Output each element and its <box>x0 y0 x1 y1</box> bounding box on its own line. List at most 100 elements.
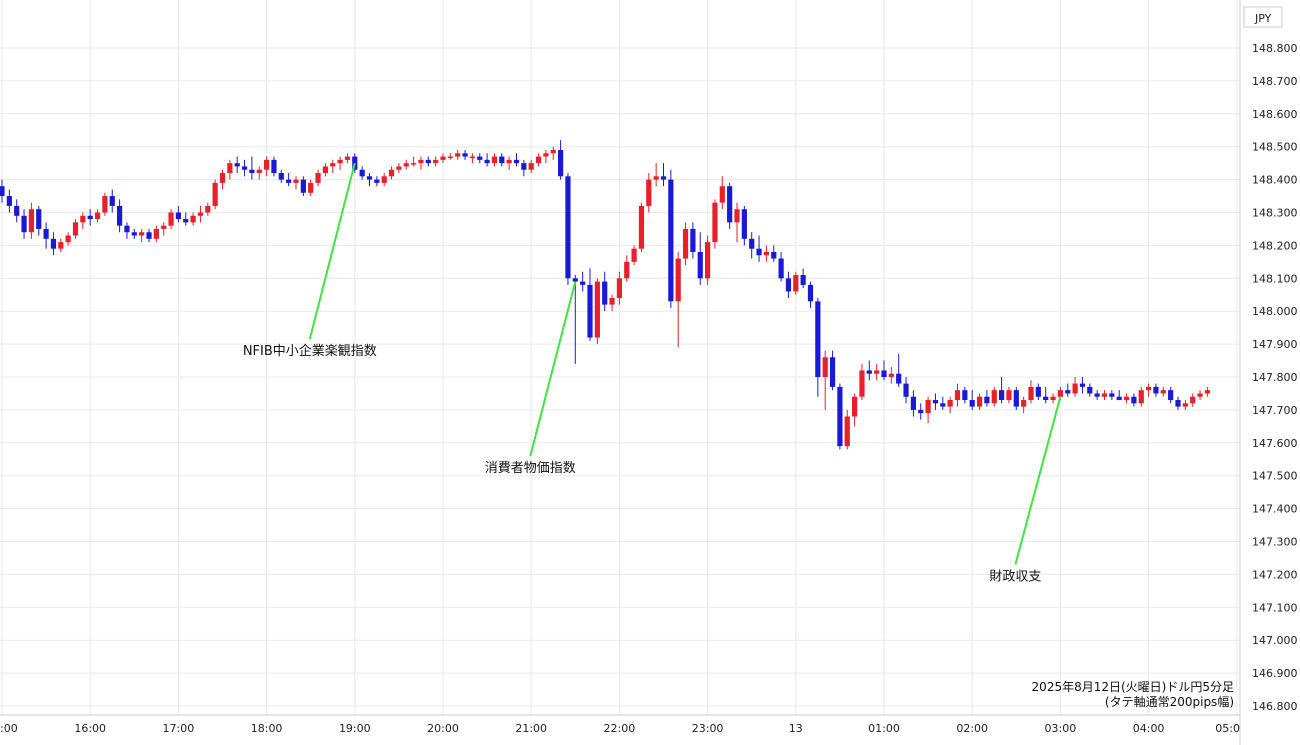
candle-body <box>976 396 983 407</box>
time-tick-labels: :00 16:00 17:00 18:00 19:00 20:00 21:00 22:00 23… <box>0 722 1240 735</box>
time-tick-label: 22:00 <box>604 722 636 735</box>
candle-body <box>638 205 645 249</box>
chart-info: 2025年8月12日(火曜日)ドル円5分足 (タテ軸通常200pips幅) <box>1032 680 1234 709</box>
candle-body <box>256 169 262 174</box>
candle <box>94 209 101 223</box>
candle-body <box>1109 393 1115 397</box>
time-tick-label: 18:00 <box>251 722 283 735</box>
candle-body <box>286 179 292 183</box>
candle <box>1035 383 1041 401</box>
candle-body <box>631 248 637 262</box>
candle-body <box>778 258 784 279</box>
candle-body <box>28 209 34 233</box>
candle-body <box>14 205 20 216</box>
candle <box>315 169 321 187</box>
candle-body <box>322 166 328 174</box>
candle <box>874 363 880 381</box>
candle <box>638 202 645 252</box>
candle-body <box>234 163 240 167</box>
candle-body <box>1028 386 1034 401</box>
candle-body <box>896 373 902 384</box>
price-tick-label: 147.200 <box>1252 568 1298 581</box>
price-tick-labels: 148.800 148.700 148.600 148.500 148.400 148.3… <box>1252 42 1298 713</box>
candle-body <box>881 370 887 377</box>
candle <box>286 173 292 187</box>
candle <box>947 396 953 414</box>
candle-body <box>1138 390 1144 404</box>
candle <box>190 212 196 226</box>
price-tick-label: 147.300 <box>1252 536 1298 549</box>
candle-body <box>337 159 343 164</box>
candle <box>1175 396 1181 410</box>
candle <box>139 228 145 243</box>
time-tick-label: 17:00 <box>163 722 195 735</box>
candle <box>234 156 240 174</box>
candle <box>903 377 909 404</box>
candle-body <box>682 228 689 259</box>
candle-body <box>72 222 79 236</box>
candle <box>227 159 233 180</box>
candle-body <box>910 396 916 410</box>
candle <box>763 245 769 262</box>
candle-body <box>43 228 49 239</box>
candle <box>954 383 961 407</box>
candle <box>146 228 152 243</box>
candle <box>866 360 872 381</box>
candle-body <box>205 205 211 213</box>
candle <box>1072 377 1078 397</box>
candle-body <box>903 383 909 397</box>
candle-body <box>388 169 395 177</box>
candle-body <box>219 173 226 183</box>
candle <box>117 199 123 233</box>
currency-label-box <box>1243 6 1283 28</box>
candle <box>668 169 674 308</box>
candle-body <box>1197 393 1203 397</box>
candle-body <box>484 159 490 164</box>
candle-body <box>21 215 27 233</box>
candle-body <box>1043 396 1049 401</box>
candle-body <box>852 396 858 417</box>
candle-body <box>1006 390 1012 401</box>
candle <box>859 363 865 401</box>
candle <box>131 228 137 239</box>
info-line-2: (タテ軸通常200pips幅) <box>1105 694 1234 709</box>
candle-body <box>124 225 130 233</box>
candle-body <box>594 281 600 338</box>
candle <box>6 189 12 213</box>
candle-body <box>278 173 284 180</box>
candle-body <box>87 215 93 220</box>
candle-body <box>829 357 836 387</box>
candle <box>1109 390 1115 401</box>
price-tick-label: 148.700 <box>1252 75 1298 88</box>
annotation-label: NFIB中小企業楽観指数 <box>243 343 377 359</box>
candle <box>918 403 924 420</box>
candle <box>1138 386 1144 407</box>
candle-body <box>308 182 314 193</box>
candle-body <box>697 251 703 279</box>
candle <box>888 367 894 384</box>
price-tick-label: 147.400 <box>1252 503 1298 516</box>
candle-body <box>344 156 351 160</box>
candle <box>962 386 968 404</box>
candle-body <box>58 242 64 249</box>
candle <box>1043 386 1049 404</box>
price-tick-label: 148.400 <box>1252 174 1298 187</box>
candle <box>609 294 615 312</box>
candle <box>616 271 622 305</box>
candle-body <box>109 196 115 206</box>
candle <box>308 179 314 197</box>
candle <box>719 176 725 210</box>
candle-body <box>1204 390 1210 394</box>
price-tick-label: 148.600 <box>1252 108 1298 121</box>
time-tick-label: 05:0 <box>1215 722 1240 735</box>
candle-body <box>477 156 483 160</box>
candle-body <box>756 248 762 256</box>
candle <box>624 255 630 282</box>
candle <box>1013 386 1019 410</box>
candle-body <box>462 153 468 157</box>
candle <box>425 156 431 167</box>
candle-body <box>418 159 424 164</box>
price-tick-label: 147.500 <box>1252 470 1298 483</box>
candle <box>697 232 703 285</box>
candle-body <box>616 278 622 299</box>
